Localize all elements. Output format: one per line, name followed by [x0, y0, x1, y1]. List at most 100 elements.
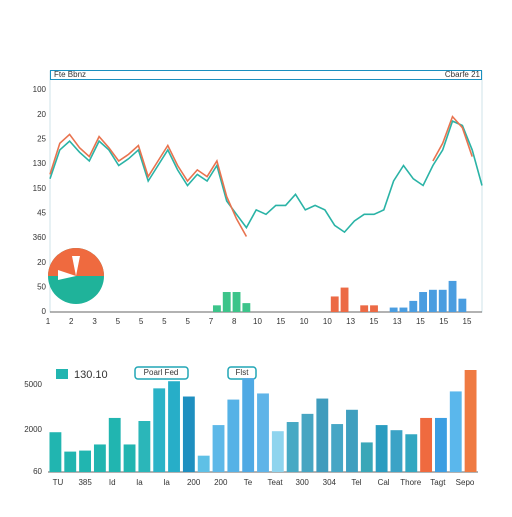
bar: [464, 370, 477, 472]
bar: [390, 430, 403, 472]
bar: [375, 425, 388, 472]
line: [49, 133, 248, 237]
x-tick-label: Thore: [400, 478, 421, 487]
x-tick-label: 15: [439, 317, 448, 326]
x-tick-label: Teat: [268, 478, 284, 487]
bar: [168, 381, 180, 472]
y-tick-label: 60: [33, 467, 42, 476]
x-tick-label: 15: [416, 317, 425, 326]
x-tick-label: Id: [109, 478, 116, 487]
bar: [419, 292, 428, 312]
bar: [286, 422, 299, 472]
bar: [108, 417, 121, 472]
gauge-icon: [48, 248, 104, 304]
x-tick-label: Sepo: [456, 478, 475, 487]
y-tick-label: 150: [33, 184, 47, 193]
bar: [64, 451, 77, 472]
line: [432, 115, 473, 162]
bar: [449, 391, 462, 472]
bar: [316, 398, 329, 472]
x-tick-label: TU: [53, 478, 64, 487]
bar: [389, 307, 398, 312]
x-tick-label: Tel: [351, 478, 361, 487]
bar: [428, 289, 437, 312]
badge: [227, 366, 257, 380]
y-tick-label: 0: [42, 307, 47, 316]
x-tick-label: 15: [369, 317, 378, 326]
x-tick-label: Ia: [163, 478, 170, 487]
bar: [242, 303, 251, 312]
x-tick-label: 200: [214, 478, 228, 487]
x-tick-label: 8: [232, 317, 237, 326]
x-tick-label: 5: [116, 317, 121, 326]
x-tick-label: 10: [253, 317, 262, 326]
bar: [330, 296, 339, 312]
badge-text: 130.10: [74, 369, 108, 381]
gauge-needle: [72, 256, 80, 276]
badge-text: Poarl Fed: [144, 368, 179, 377]
badge: [134, 366, 189, 380]
x-tick-label: 5: [162, 317, 167, 326]
chart-subtitle: Cbarfe 21: [445, 70, 481, 79]
y-tick-label: 2000: [24, 425, 42, 434]
y-tick-label: 20: [37, 258, 46, 267]
x-tick-label: 15: [463, 317, 472, 326]
gauge-needle: [58, 270, 76, 280]
x-tick-label: 385: [78, 478, 92, 487]
x-tick-label: Ia: [136, 478, 143, 487]
bar: [360, 305, 369, 312]
bar: [182, 396, 195, 472]
y-tick-label: 5000: [24, 380, 42, 389]
bar: [405, 434, 418, 472]
bar: [301, 413, 314, 472]
bar: [435, 417, 447, 472]
bar: [227, 399, 240, 472]
x-tick-label: Te: [244, 478, 253, 487]
y-tick-label: 130: [33, 159, 47, 168]
bar: [409, 300, 418, 312]
x-tick-label: 13: [346, 317, 355, 326]
bar: [340, 287, 349, 312]
x-tick-label: 5: [185, 317, 190, 326]
y-tick-label: 360: [33, 233, 47, 242]
bar: [399, 307, 408, 312]
bar: [123, 444, 136, 472]
line: [49, 120, 483, 234]
x-tick-label: 10: [323, 317, 332, 326]
badge-text: Flst: [236, 368, 250, 377]
bar: [420, 417, 433, 472]
panel-header-inner: [51, 71, 481, 79]
x-tick-label: 7: [209, 317, 214, 326]
bar: [271, 431, 284, 472]
x-tick-label: 10: [300, 317, 309, 326]
y-tick-label: 20: [37, 110, 46, 119]
bar: [360, 442, 373, 472]
y-tick-label: 45: [37, 208, 46, 217]
x-tick-label: 13: [393, 317, 402, 326]
bar: [79, 450, 91, 472]
badge-swatch: [56, 369, 68, 379]
bar: [197, 455, 210, 472]
x-tick-label: Tagt: [430, 478, 446, 487]
bar: [438, 289, 447, 312]
bar: [212, 425, 225, 472]
chart-title: Fte Bbnz: [54, 70, 86, 79]
bar: [49, 432, 62, 472]
x-tick-label: 300: [296, 478, 310, 487]
x-tick-label: Cal: [378, 478, 390, 487]
bar: [346, 409, 358, 472]
bar: [222, 292, 231, 312]
x-tick-label: 200: [187, 478, 201, 487]
y-tick-label: 100: [33, 85, 47, 94]
bar: [153, 388, 166, 472]
x-tick-label: 15: [276, 317, 285, 326]
x-tick-label: 5: [139, 317, 144, 326]
bar: [138, 421, 151, 472]
x-tick-label: 2: [69, 317, 74, 326]
x-tick-label: 1: [46, 317, 51, 326]
bar: [448, 280, 457, 312]
bar: [257, 393, 269, 472]
bar: [370, 305, 378, 312]
bar: [458, 298, 467, 312]
